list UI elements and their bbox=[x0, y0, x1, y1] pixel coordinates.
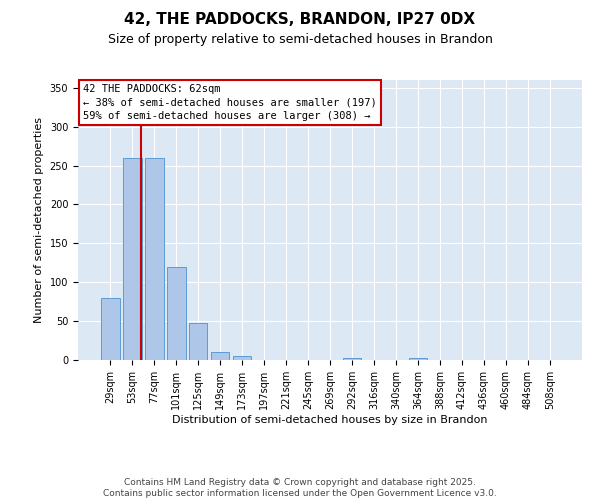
Text: 42 THE PADDOCKS: 62sqm
← 38% of semi-detached houses are smaller (197)
59% of se: 42 THE PADDOCKS: 62sqm ← 38% of semi-det… bbox=[83, 84, 377, 120]
X-axis label: Distribution of semi-detached houses by size in Brandon: Distribution of semi-detached houses by … bbox=[172, 414, 488, 424]
Text: Contains HM Land Registry data © Crown copyright and database right 2025.
Contai: Contains HM Land Registry data © Crown c… bbox=[103, 478, 497, 498]
Bar bbox=[211, 352, 229, 360]
Bar bbox=[189, 322, 208, 360]
Bar bbox=[123, 158, 142, 360]
Bar bbox=[409, 358, 427, 360]
Text: 42, THE PADDOCKS, BRANDON, IP27 0DX: 42, THE PADDOCKS, BRANDON, IP27 0DX bbox=[124, 12, 476, 28]
Bar bbox=[233, 356, 251, 360]
Bar bbox=[343, 358, 361, 360]
Text: Size of property relative to semi-detached houses in Brandon: Size of property relative to semi-detach… bbox=[107, 32, 493, 46]
Bar bbox=[101, 298, 119, 360]
Y-axis label: Number of semi-detached properties: Number of semi-detached properties bbox=[34, 117, 44, 323]
Bar bbox=[167, 266, 185, 360]
Bar bbox=[145, 158, 164, 360]
